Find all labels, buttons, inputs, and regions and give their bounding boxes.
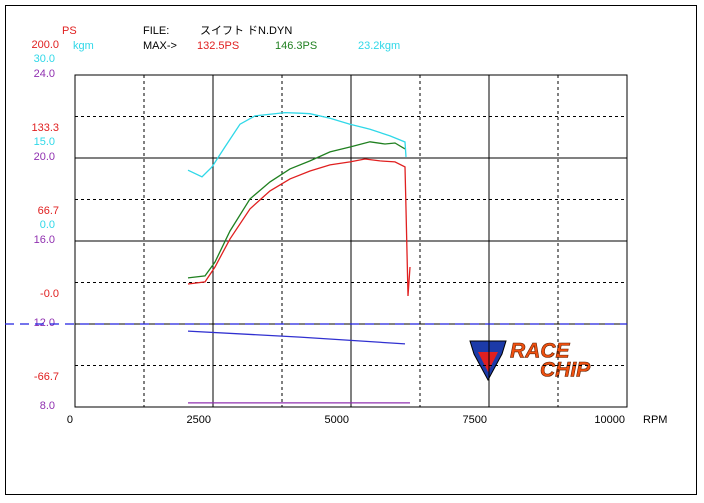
max-value: 146.3PS [275, 40, 317, 52]
y3-tick-label: 12.0 [34, 317, 55, 329]
logo-shield-mark [478, 352, 498, 372]
y2-tick-label: 30.0 [34, 53, 55, 65]
x-tick-label: 5000 [325, 414, 349, 426]
x-tick-label: 10000 [594, 414, 625, 426]
max-value: 23.2kgm [358, 40, 400, 52]
y3-tick-label: 24.0 [34, 68, 55, 80]
logo: RACE CHIP [469, 339, 591, 382]
max-value: 132.5PS [197, 40, 239, 52]
x-tick-label: 0 [67, 414, 73, 426]
x-tick-label: 7500 [463, 414, 487, 426]
file-name: スイフト ドN.DYN [200, 25, 292, 37]
y2-axis-title: kgm [73, 40, 94, 52]
max-label: MAX-> [143, 40, 177, 52]
y-axis-title: PS [62, 25, 77, 37]
y-tick-label: -0.0 [40, 288, 59, 300]
x-tick-label: 2500 [187, 414, 211, 426]
y-tick-label: -66.7 [34, 371, 59, 383]
logo-text: RACE [510, 340, 570, 363]
series-line [187, 111, 407, 178]
logo-text: CHIP [540, 359, 591, 382]
y3-tick-label: 8.0 [40, 400, 55, 412]
y2-tick-label: 0.0 [40, 219, 55, 231]
y3-tick-label: 16.0 [34, 234, 55, 246]
series-line [187, 158, 411, 297]
y-tick-label: 200.0 [31, 39, 59, 51]
series-line [187, 330, 406, 345]
plot-border [74, 74, 628, 408]
y-tick-label: 133.3 [31, 122, 59, 134]
x-axis-title: RPM [643, 414, 667, 426]
series-line [187, 141, 406, 279]
y3-tick-label: 20.0 [34, 151, 55, 163]
file-label: FILE: [143, 25, 169, 37]
y-tick-label: 66.7 [38, 205, 59, 217]
y2-tick-label: 15.0 [34, 136, 55, 148]
